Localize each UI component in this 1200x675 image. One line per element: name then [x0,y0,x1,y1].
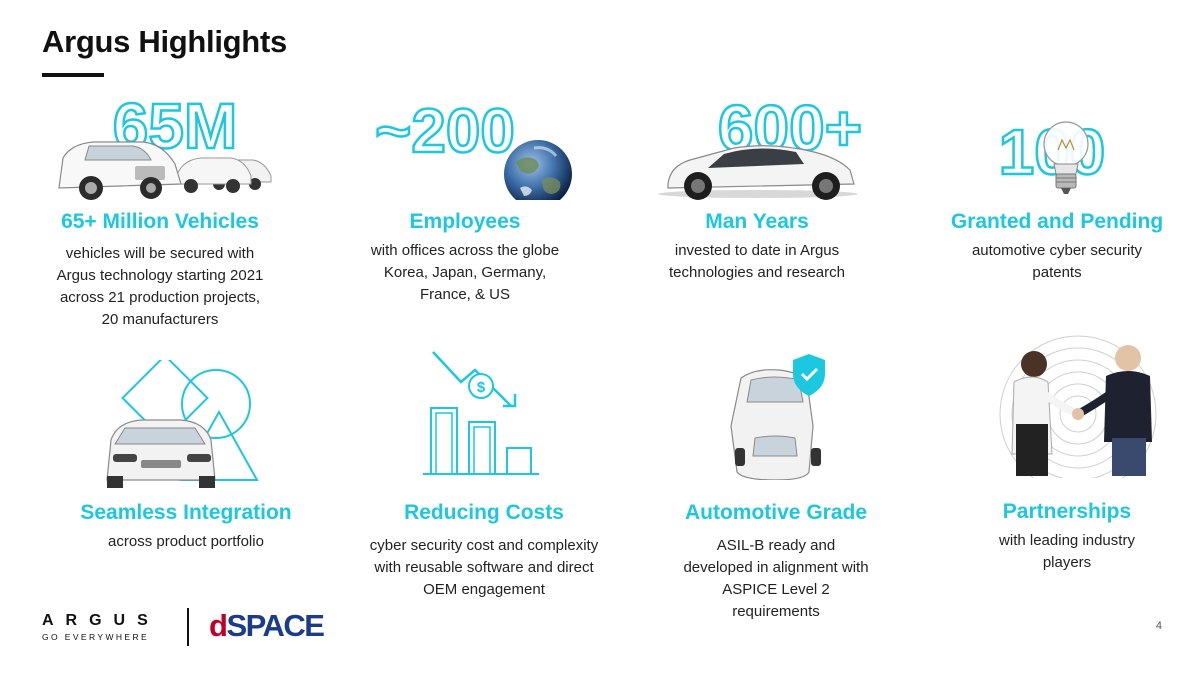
dollar-icon: $ [477,379,486,396]
dspace-wordmark: SPACE [226,608,325,643]
stat-patents: 100 Granted and Pending automotive cyber… [912,88,1200,338]
page-number: 4 [1155,620,1162,632]
feature-integration: Seamless Integration across product port… [41,360,331,580]
argus-wordmark: ARGUS [42,612,160,629]
feature-partnerships: Partnerships with leading industry playe… [922,318,1200,578]
feature-heading: Reducing Costs [404,501,564,524]
argus-tagline: GO EVERYWHERE [42,632,150,642]
stat-description: with offices across the globe Korea, Jap… [370,242,560,303]
dspace-d: d [209,608,228,643]
title-underline [42,73,104,77]
sports-car-icon [658,145,858,200]
feature-heading: Partnerships [1002,500,1132,523]
shield-check-icon [730,354,825,480]
person-man-icon [1076,345,1152,476]
logo-divider [187,608,189,646]
stat-description: vehicles will be secured with Argus tech… [56,245,264,328]
big-number: ~200 [375,97,515,166]
car-top-icon [730,369,821,480]
stat-heading: Granted and Pending [950,210,1164,233]
car-silhouette-icon [58,141,272,200]
feature-costs: $ Reducing Costs cyber security cost and… [339,348,629,608]
stat-description: automotive cyber security patents [971,242,1143,281]
feature-heading: Automotive Grade [684,501,868,524]
handshake-photo [999,335,1157,478]
light-bulb-image: 100 [997,115,1107,194]
stat-description: invested to date in Argus technologies a… [669,242,845,281]
stat-employees: ~200 Employees with offices across the g… [320,88,610,338]
feature-description: with leading industry players [999,532,1135,571]
person-woman-icon [1011,351,1080,476]
feature-automotive-grade: Automotive Grade ASIL-B ready and develo… [631,350,921,620]
integration-shapes-icon [106,360,259,488]
stat-heading: Man Years [705,210,809,233]
stat-man-years: 600+ Man Years invested to date in Argus… [612,88,902,338]
light-bulb-icon [1043,121,1089,194]
argus-logo: ARGUS GO EVERYWHERE [42,610,172,650]
car-fleet-image: 65M [58,89,272,200]
dspace-logo: dSPACE [209,608,325,644]
stat-heading: 65+ Million Vehicles [61,210,259,233]
stat-vehicles: 65M 65+ Million Vehicles vehicles will b… [15,88,305,338]
feature-description: across product portfolio [108,533,264,550]
earth-globe-image: ~200 [374,96,572,200]
page-title: Argus Highlights [42,24,287,59]
globe-icon [504,140,572,200]
stat-heading: Employees [409,210,521,233]
cost-chart-icon: $ [423,351,539,475]
car-front-icon [106,419,216,488]
feature-description: ASIL-B ready and developed in alignment … [683,537,869,620]
sports-car-image: 600+ [658,91,863,200]
feature-description: cyber security cost and complexity with … [369,537,599,598]
feature-heading: Seamless Integration [80,501,292,524]
